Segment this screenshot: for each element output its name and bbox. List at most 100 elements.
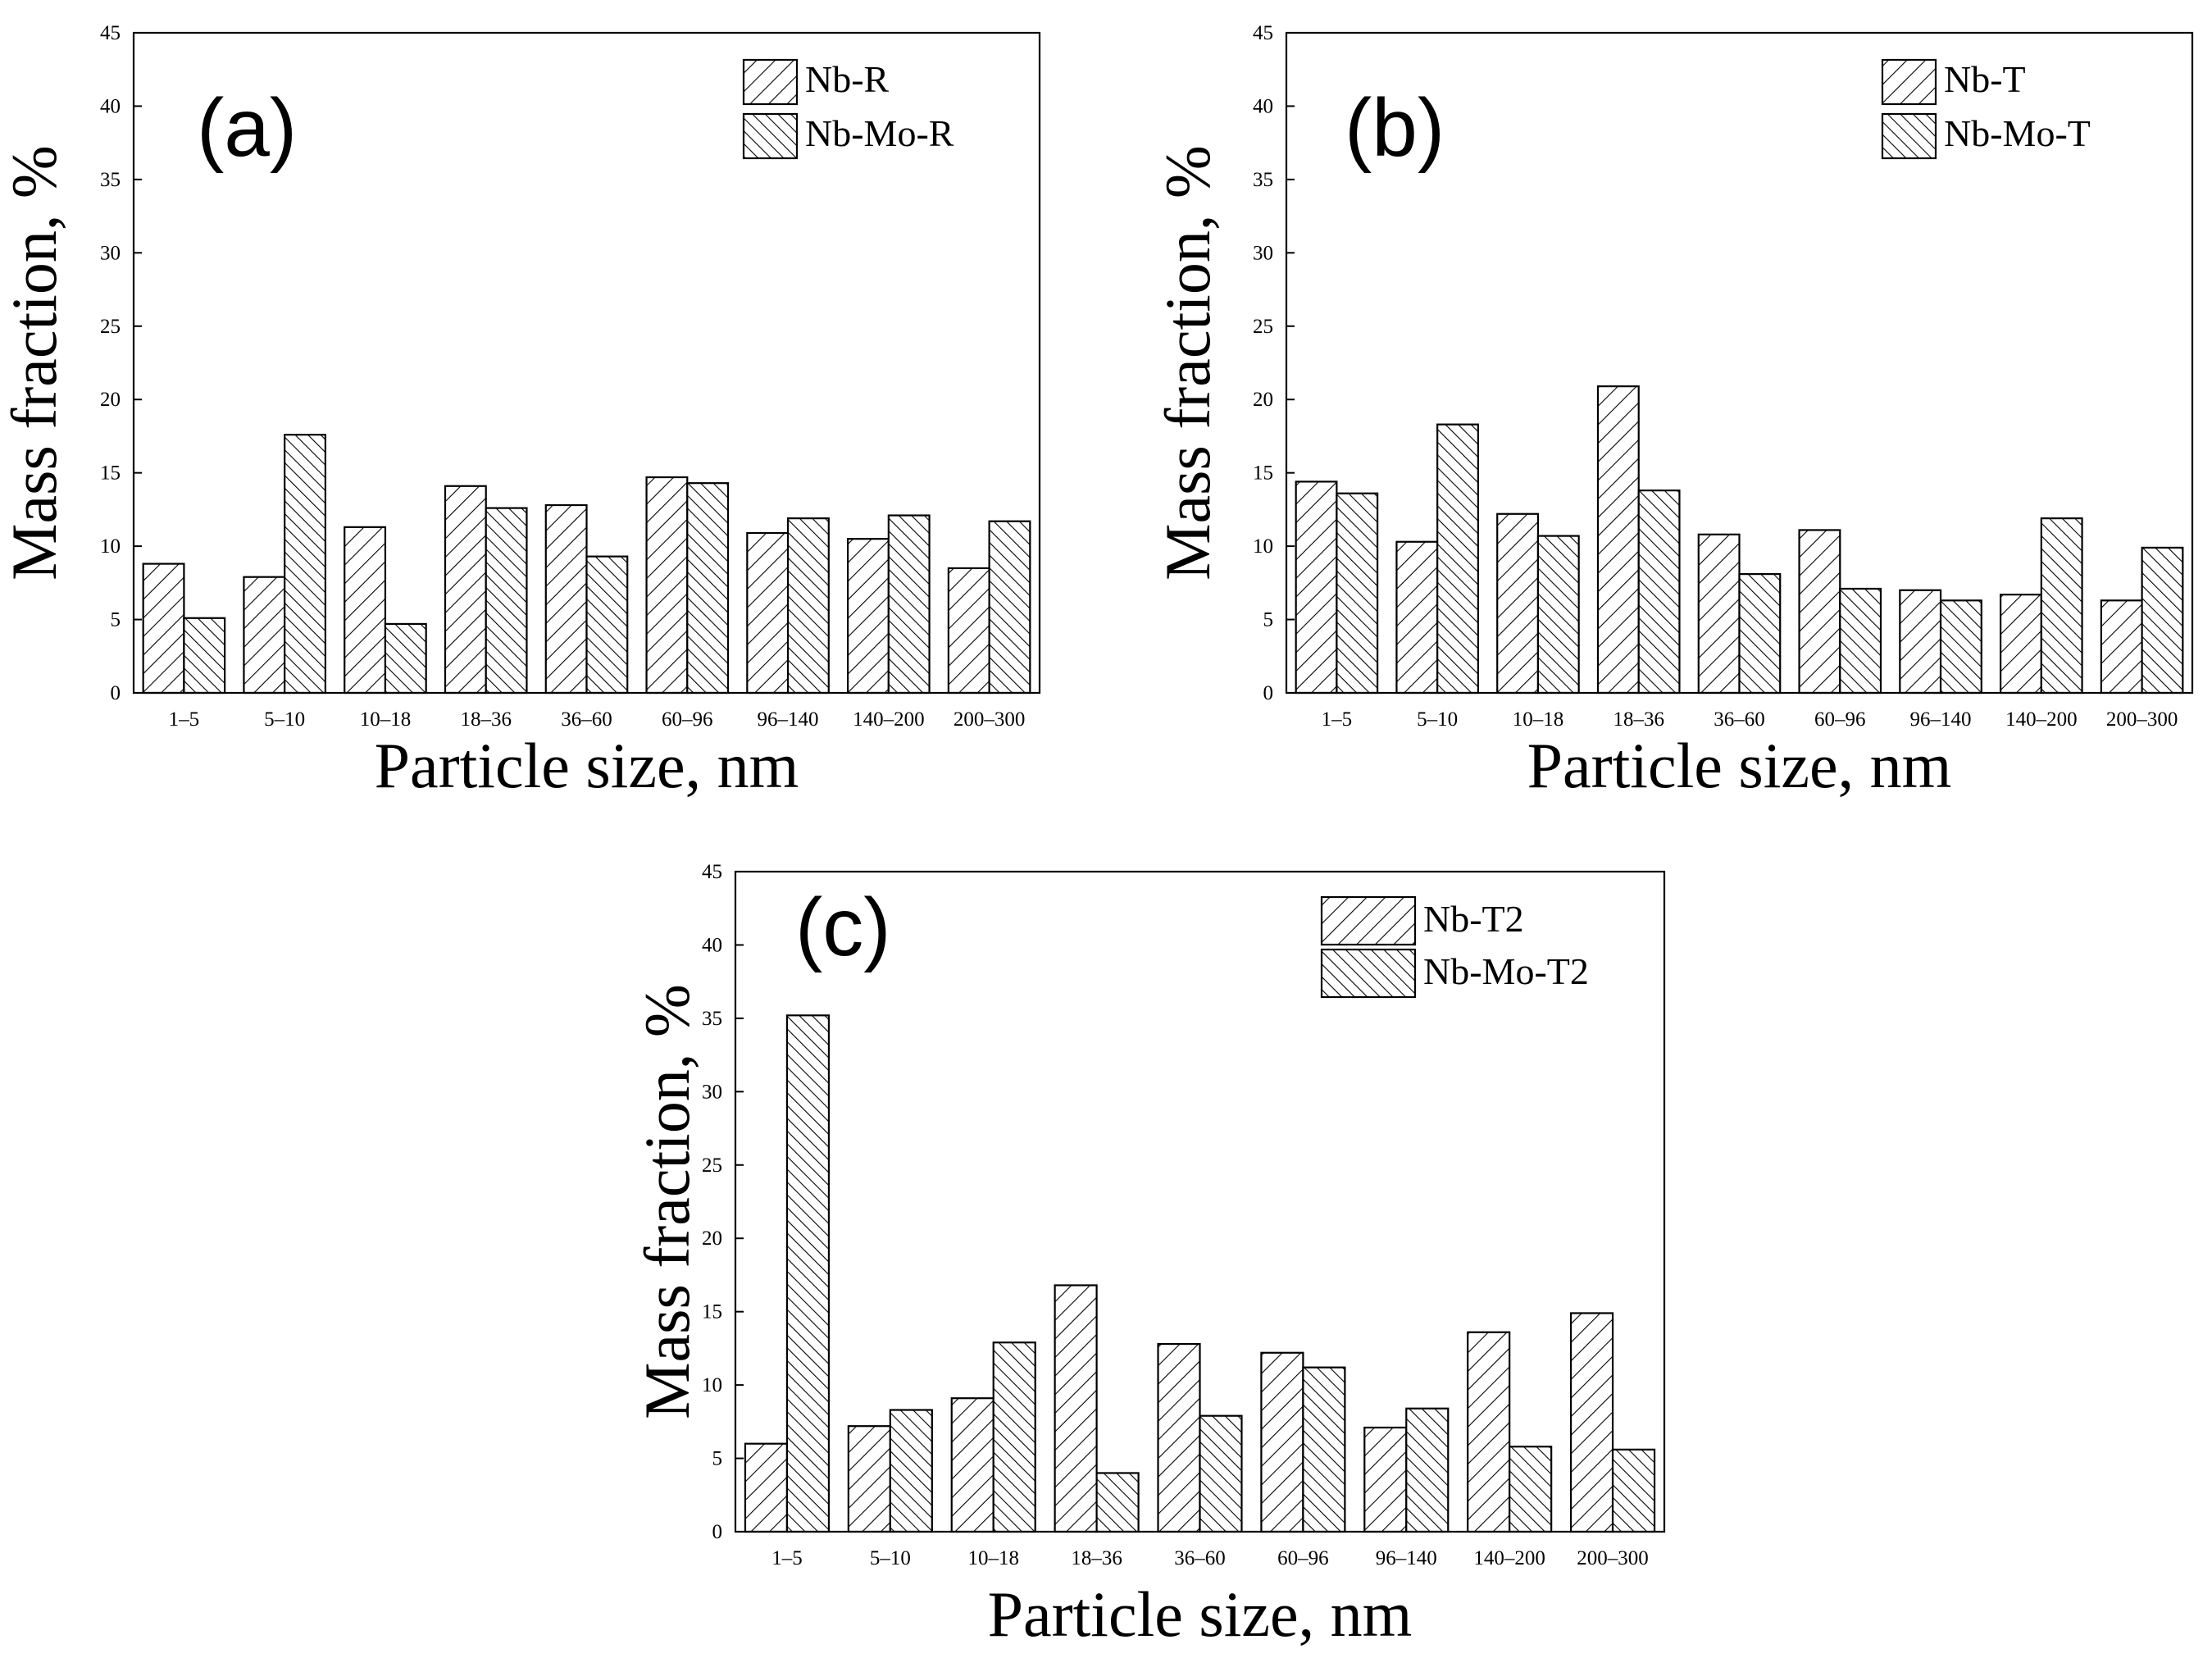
x-axis-label: Particle size, nm <box>1527 730 1952 801</box>
y-tick-label: 10 <box>100 535 121 558</box>
legend-label-nb-r: Nb-R <box>805 58 890 100</box>
y-tick-label: 5 <box>111 609 121 631</box>
x-tick-label: 60–96 <box>1277 1547 1329 1569</box>
bar-nb-t2-5 <box>1260 1351 1304 1533</box>
y-tick-label: 40 <box>702 934 722 956</box>
bar-nb-t2-6 <box>1363 1426 1408 1533</box>
bar-nb-mo-t-4 <box>1738 572 1782 695</box>
bar-nb-mo-t2-3 <box>1095 1472 1140 1533</box>
x-tick-label: 1–5 <box>169 708 200 731</box>
bar-nb-t2-3 <box>1054 1284 1098 1533</box>
legend-label-nb-mo-t2: Nb-Mo-T2 <box>1423 950 1589 992</box>
bar-nb-mo-t-2 <box>1536 535 1580 695</box>
bar-nb-r-1 <box>243 576 286 695</box>
bar-nb-r-3 <box>444 485 487 695</box>
chart-panel-c: 0 5 10 15 20 25 30 35 40 45 1–5 5–10 10–18 18–36 36–60… <box>631 861 1666 1650</box>
bar-nb-t-4 <box>1697 533 1741 695</box>
bar-nb-t-3 <box>1596 385 1640 695</box>
y-axis-label: Mass fraction, % <box>631 984 703 1419</box>
x-tick-label: 200–300 <box>1577 1547 1649 1569</box>
x-tick-label: 10–18 <box>360 708 412 731</box>
bar-nb-mo-t-7 <box>2040 517 2083 695</box>
plot-frame <box>1285 31 2194 695</box>
bar-nb-r-5 <box>645 476 689 695</box>
bar-nb-mo-t-1 <box>1436 423 1479 695</box>
bar-nb-t-7 <box>2000 594 2042 695</box>
y-tick-label: 20 <box>100 389 121 411</box>
bar-nb-t-0 <box>1295 481 1338 695</box>
bar-nb-mo-t2-1 <box>889 1409 933 1533</box>
y-tick-label: 40 <box>1253 95 1273 117</box>
bar-nb-t2-1 <box>847 1425 891 1533</box>
plot-frame <box>734 870 1666 1533</box>
bar-nb-r-6 <box>746 531 790 695</box>
y-tick-label: 35 <box>100 169 121 191</box>
x-tick-label: 96–140 <box>1376 1547 1437 1569</box>
legend-swatch-nb-t2 <box>1320 895 1417 946</box>
y-tick-label: 5 <box>712 1448 723 1470</box>
y-tick-label: 0 <box>111 682 121 704</box>
bar-nb-mo-r-6 <box>786 517 830 695</box>
plot-frame <box>132 31 1041 695</box>
y-axis-label: Mass fraction, % <box>1152 145 1223 581</box>
y-tick-label: 15 <box>702 1301 722 1323</box>
x-tick-label: 140–200 <box>2005 708 2078 731</box>
bar-nb-t2-2 <box>950 1397 994 1533</box>
x-tick-label: 1–5 <box>771 1547 803 1569</box>
bar-nb-t2-0 <box>744 1442 789 1533</box>
x-tick-label: 18–36 <box>1071 1547 1122 1569</box>
bar-nb-mo-r-1 <box>284 434 326 695</box>
y-tick-label: 20 <box>1253 389 1273 411</box>
bar-nb-t-5 <box>1798 529 1841 695</box>
x-tick-label: 36–60 <box>561 708 612 731</box>
legend-label-nb-t: Nb-T <box>1944 58 2026 100</box>
x-tick-label: 140–200 <box>853 708 925 731</box>
y-tick-label: 5 <box>1263 609 1274 631</box>
legend-swatch-nb-mo-r <box>742 112 799 160</box>
bar-nb-mo-r-3 <box>485 507 528 695</box>
chart-panel-a: 0 5 10 15 20 25 30 35 40 45 1–5 5–10 10–18 18–36 36–60… <box>0 22 1041 801</box>
y-tick-label: 45 <box>100 22 121 44</box>
x-tick-label: 96–140 <box>1910 708 1972 731</box>
y-tick-label: 30 <box>100 242 121 264</box>
x-tick-label: 10–18 <box>1513 708 1564 731</box>
bar-nb-mo-t-3 <box>1637 490 1681 695</box>
x-tick-label: 140–200 <box>1473 1547 1545 1569</box>
panel-label: (b) <box>1345 82 1445 174</box>
bar-nb-r-8 <box>947 567 990 695</box>
y-tick-label: 45 <box>702 861 722 883</box>
bar-nb-mo-t2-4 <box>1199 1414 1243 1533</box>
y-tick-label: 0 <box>712 1521 723 1543</box>
bar-nb-mo-t-8 <box>2141 546 2184 695</box>
bar-nb-r-2 <box>344 526 387 695</box>
bar-nb-mo-r-2 <box>384 622 427 695</box>
bar-nb-t2-4 <box>1157 1342 1201 1533</box>
bar-nb-r-0 <box>142 562 185 695</box>
x-tick-label: 10–18 <box>967 1547 1019 1569</box>
x-tick-label: 60–96 <box>1814 708 1866 731</box>
panel-label: (a) <box>197 82 297 174</box>
x-tick-label: 5–10 <box>264 708 305 731</box>
y-tick-label: 45 <box>1253 22 1273 44</box>
x-axis-label: Particle size, nm <box>988 1578 1413 1650</box>
x-tick-label: 5–10 <box>1417 708 1458 731</box>
y-tick-label: 20 <box>702 1227 722 1250</box>
y-tick-label: 25 <box>1253 316 1273 338</box>
bar-nb-mo-t2-8 <box>1611 1448 1656 1533</box>
bar-nb-mo-t2-7 <box>1509 1446 1553 1533</box>
x-tick-label: 5–10 <box>870 1547 911 1569</box>
legend-swatch-nb-mo-t <box>1881 112 1937 160</box>
bar-nb-t2-7 <box>1467 1331 1511 1533</box>
y-tick-label: 10 <box>702 1374 722 1396</box>
x-tick-label: 200–300 <box>954 708 1026 731</box>
x-tick-label: 1–5 <box>1322 708 1353 731</box>
y-tick-label: 10 <box>1253 535 1273 558</box>
y-tick-label: 25 <box>702 1155 722 1177</box>
bar-nb-mo-r-7 <box>887 514 931 695</box>
bar-nb-mo-t-0 <box>1336 492 1379 695</box>
bar-nb-mo-r-5 <box>686 482 730 695</box>
chart-panel-b: 0 5 10 15 20 25 30 35 40 45 1–5 5–10 10–18 18–36 36–60… <box>1152 22 2194 801</box>
x-tick-label: 36–60 <box>1174 1547 1226 1569</box>
y-tick-label: 0 <box>1263 682 1274 704</box>
